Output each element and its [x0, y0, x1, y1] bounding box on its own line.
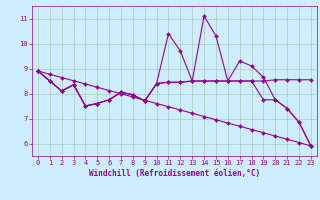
X-axis label: Windchill (Refroidissement éolien,°C): Windchill (Refroidissement éolien,°C) [89, 169, 260, 178]
